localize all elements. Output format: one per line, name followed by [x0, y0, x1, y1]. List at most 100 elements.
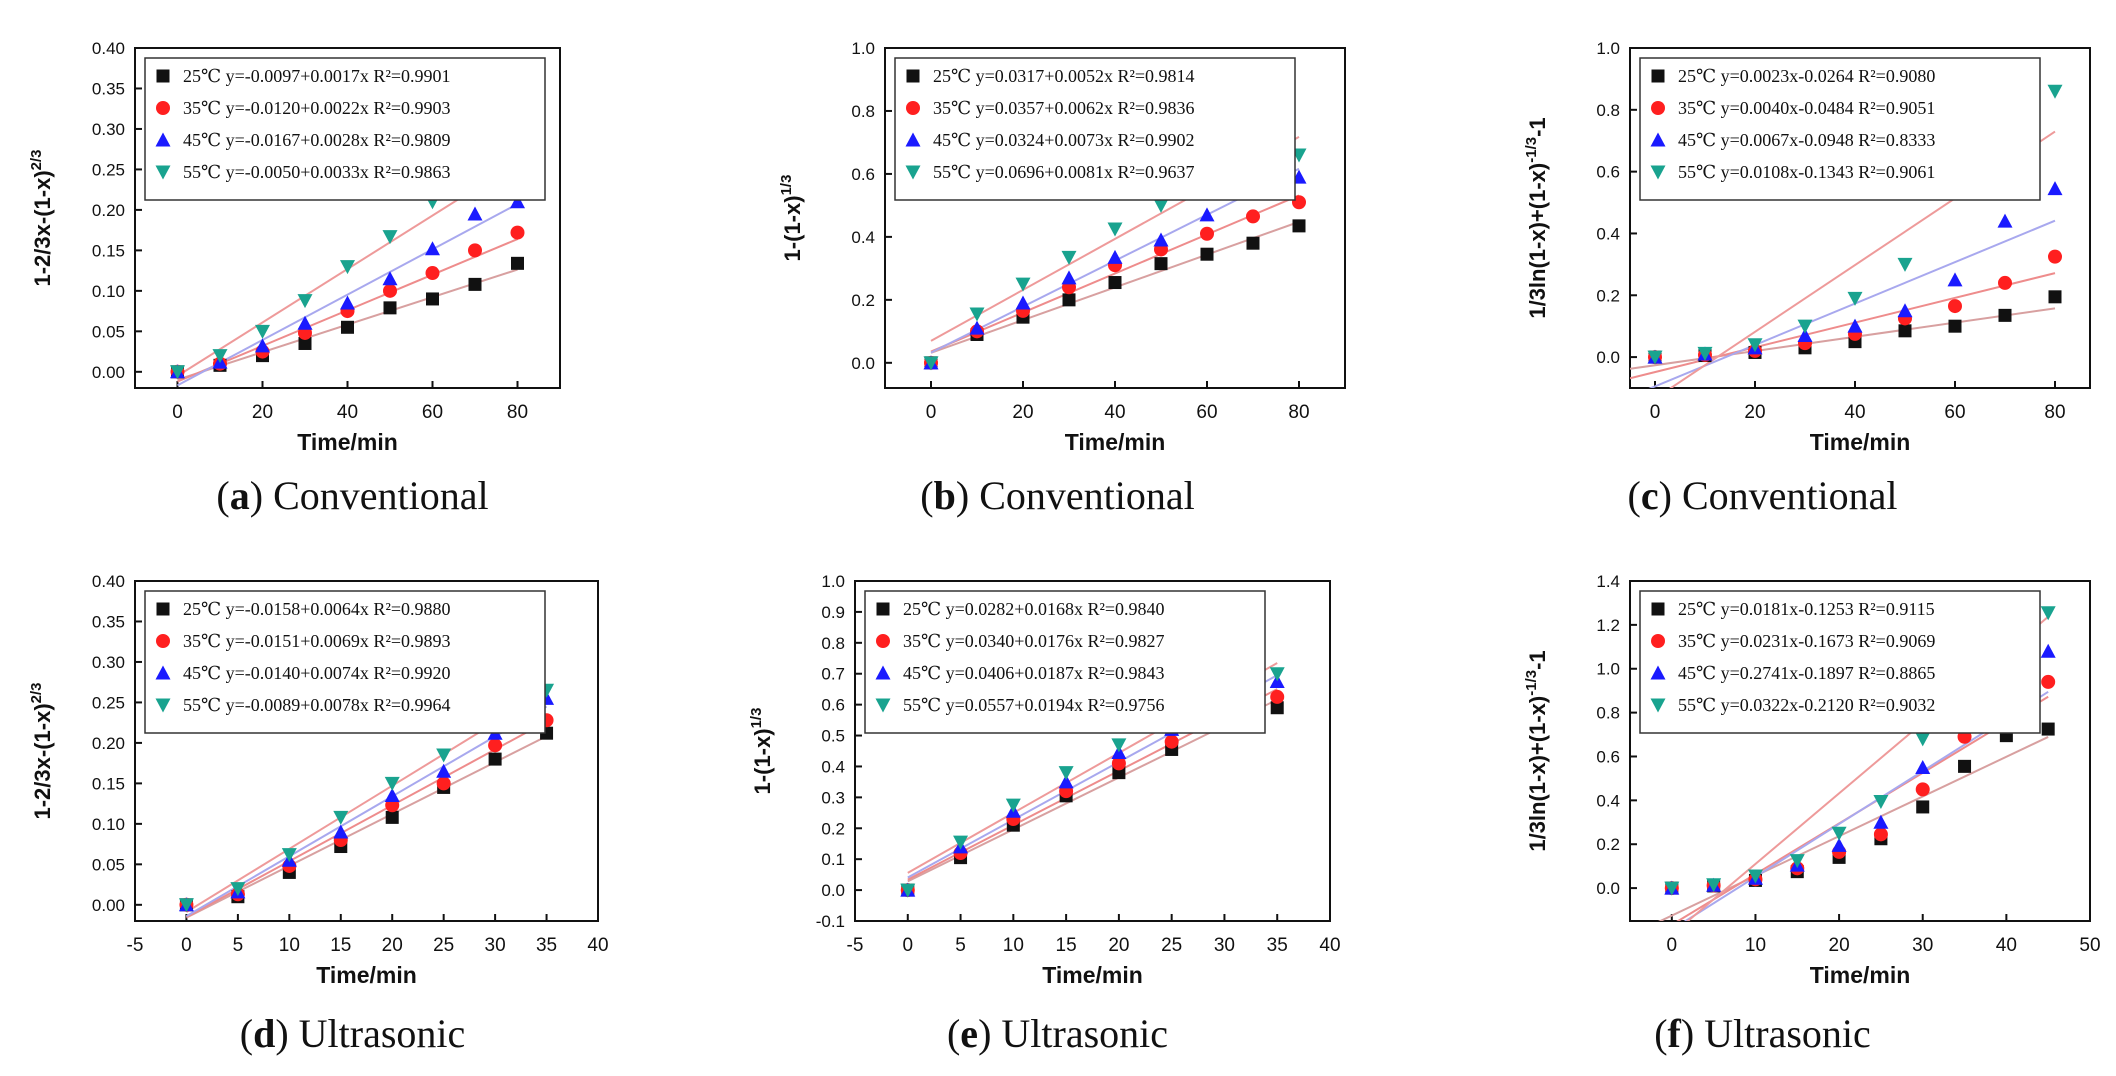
y-tick-label: 0.35 [92, 612, 125, 631]
legend-marker-25 [1651, 69, 1665, 83]
point-55C [1897, 257, 1913, 272]
y-tick-label: 0.0 [1596, 348, 1620, 367]
panel-b: 0 20 40 60 80 0.0 0.2 0.4 0.6 0.8 1.0 Time/min 1-(1-… [705, 0, 1410, 538]
x-axis-label: Time/min [316, 962, 417, 988]
x-tick-label: 5 [955, 935, 966, 956]
y-tick-label: 0.40 [92, 39, 125, 58]
point-25C [1154, 257, 1168, 271]
x-axis-label: Time/min [1810, 429, 1911, 455]
legend-marker-45 [905, 132, 921, 147]
y-tick-label: 0.15 [92, 241, 125, 260]
panel-d: -5 0 5 10 15 20 25 30 35 40 0.00 0.05 0.10 0.15 0.20 0.… [0, 538, 705, 1076]
y-tick-label: 1.0 [1596, 660, 1620, 679]
point-35C [425, 266, 440, 281]
x-tick-label: 80 [2044, 402, 2065, 423]
x-axis-label: Time/min [1065, 429, 1166, 455]
point-45C [340, 295, 355, 310]
point-25C [2041, 722, 2055, 736]
y-tick-label: -0.1 [816, 912, 845, 931]
point-55C [1831, 826, 1847, 841]
y-tick-label: 1.0 [821, 572, 845, 591]
legend-label-45: 45℃ y=0.0406+0.0187x R²=0.9843 [903, 663, 1165, 683]
legend-marker-55 [905, 165, 921, 180]
legend-marker-35 [876, 634, 890, 648]
legend-marker-25 [1651, 602, 1665, 616]
point-45C [333, 824, 349, 839]
caption-a: (a) Conventional [216, 473, 489, 518]
point-55C [1915, 732, 1931, 747]
legend-label-35: 35℃ y=0.0231x-0.1673 R²=0.9069 [1678, 631, 1935, 651]
x-tick-label: 0 [181, 935, 192, 956]
point-35C [436, 776, 451, 791]
chart-c: 0 20 40 60 80 0.0 0.2 0.4 0.6 0.8 1.0 Time/min 1/3ln… [1523, 39, 2091, 455]
legend-marker-25 [156, 69, 170, 83]
chart-b: 0 20 40 60 80 0.0 0.2 0.4 0.6 0.8 1.0 Time/min 1-(1-… [778, 39, 1346, 455]
y-tick-label: 0.00 [92, 896, 125, 915]
point-55C [1058, 766, 1074, 781]
point-45C [1897, 303, 1913, 318]
point-35C [2048, 249, 2062, 264]
legend-label-35: 35℃ y=0.0357+0.0062x R²=0.9836 [933, 98, 1195, 118]
y-tick-label: 0.1 [821, 850, 845, 869]
point-45C [969, 320, 985, 335]
legend-label-55: 55℃ y=-0.0089+0.0078x R²=0.9964 [183, 695, 451, 715]
x-tick-label: 40 [1104, 402, 1125, 423]
x-tick-label: 60 [422, 402, 443, 423]
plot-frame [854, 580, 1331, 922]
point-35C [1998, 275, 2012, 290]
point-55C [436, 748, 452, 763]
x-tick-label: 10 [1745, 935, 1766, 956]
y-tick-label: 0.20 [92, 201, 125, 220]
point-55C [333, 810, 349, 825]
point-25C [1998, 308, 2012, 322]
y-tick-label: 1.0 [1596, 39, 1620, 58]
x-axis-label: Time/min [297, 429, 398, 455]
point-55C [212, 349, 228, 364]
plot-frame [134, 580, 599, 922]
caption-b: (b) Conventional [920, 473, 1195, 518]
y-tick-label: 0.30 [92, 120, 125, 139]
plot-frame [1629, 47, 2091, 389]
point-55C [1706, 878, 1722, 893]
y-tick-label: 0.30 [92, 653, 125, 672]
legend: 25℃ y=0.0317+0.0052x R²=0.9814 35℃ y=0.03… [894, 57, 1296, 201]
legend-label-45: 45℃ y=0.0067x-0.0948 R²=0.8333 [1678, 130, 1935, 150]
point-55C [281, 848, 297, 863]
x-tick-label: 30 [1912, 935, 1933, 956]
x-tick-label: 30 [485, 935, 506, 956]
y-tick-label: 0.05 [92, 855, 125, 874]
legend-label-35: 35℃ y=-0.0151+0.0069x R²=0.9893 [183, 631, 451, 651]
y-tick-label: 0.2 [851, 291, 875, 310]
plot-frame [1629, 580, 2091, 922]
fit-line-45 [1648, 219, 2056, 388]
y-tick-label: 0.9 [821, 603, 845, 622]
point-55C [969, 307, 985, 322]
point-25C [1898, 324, 1912, 338]
point-45C [1947, 272, 1963, 287]
legend-label-35: 35℃ y=0.0340+0.0176x R²=0.9827 [903, 631, 1165, 651]
legend-label-45: 45℃ y=0.2741x-0.1897 R²=0.8865 [1678, 663, 1935, 683]
x-tick-label: 40 [587, 935, 608, 956]
series-25 [1665, 722, 2055, 895]
x-tick-label: 60 [1944, 402, 1965, 423]
point-35C [1164, 734, 1179, 749]
legend-label-25: 25℃ y=0.0317+0.0052x R²=0.9814 [933, 66, 1195, 86]
panel-e: -5 0 5 10 15 20 25 30 35 40 -0.1 0.0 0.1 0.2 0.3 0.4 0.5… [705, 538, 1410, 1076]
legend-label-25: 25℃ y=0.0181x-0.1253 R²=0.9115 [1678, 599, 1935, 619]
legend-marker-45 [155, 665, 171, 680]
point-55C [1107, 222, 1123, 237]
y-tick-label: 0.25 [92, 693, 125, 712]
legend-box [144, 590, 546, 734]
x-tick-label: 20 [1829, 935, 1850, 956]
point-45C [2047, 181, 2063, 196]
point-25C [1948, 319, 1962, 333]
x-axis-label: Time/min [1810, 962, 1911, 988]
panel-f: 0 10 20 30 40 50 0.0 0.2 0.4 0.6 0.8 1.0 1.2 1.4 Time/… [1410, 538, 2115, 1076]
point-45C [425, 241, 440, 256]
legend-label-55: 55℃ y=0.0557+0.0194x R²=0.9756 [903, 695, 1165, 715]
legend-marker-45 [155, 132, 171, 147]
legend: 25℃ y=0.0282+0.0168x R²=0.9840 35℃ y=0.03… [864, 590, 1266, 734]
x-tick-label: 35 [536, 935, 557, 956]
point-25C [488, 752, 502, 766]
legend-marker-55 [155, 698, 171, 713]
